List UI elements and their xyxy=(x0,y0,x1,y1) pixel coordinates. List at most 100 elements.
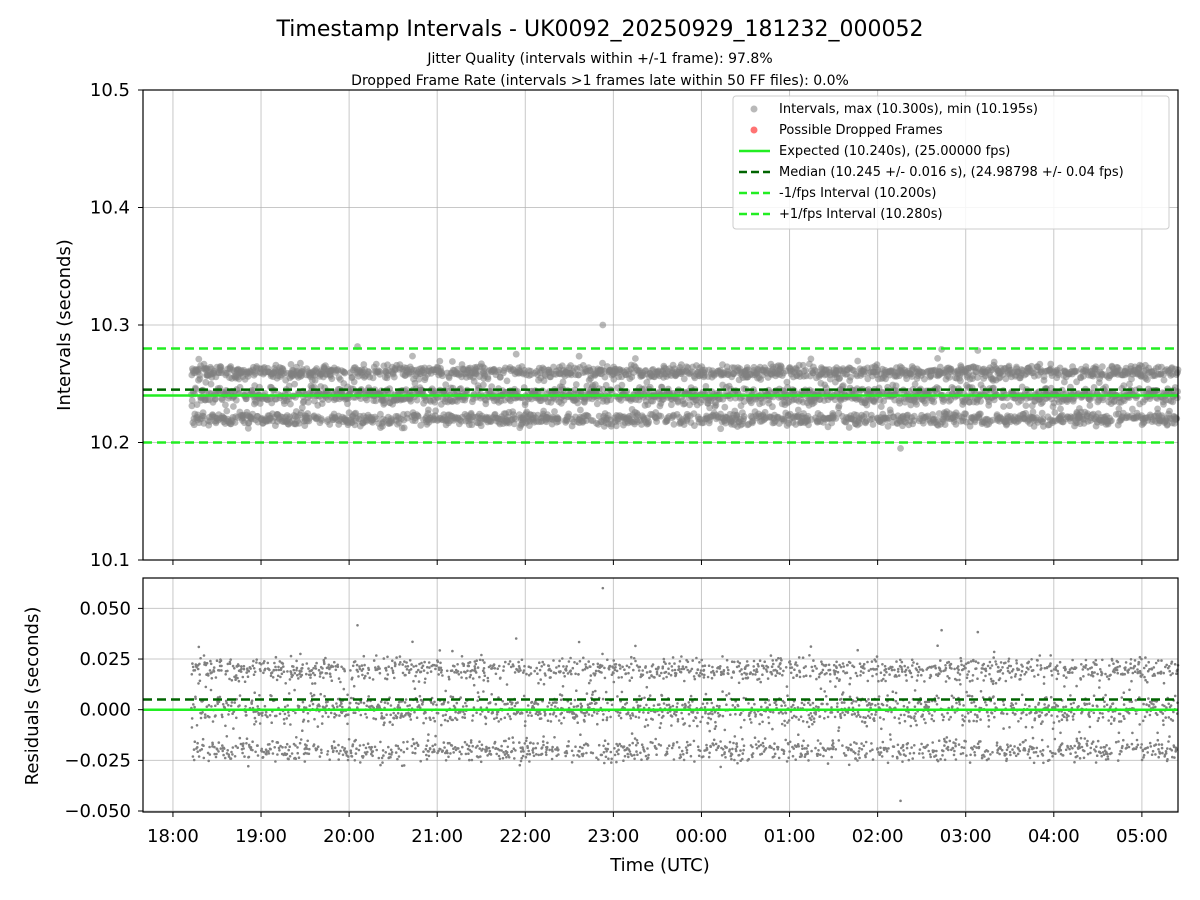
residual-point xyxy=(513,704,517,708)
residual-point xyxy=(421,703,424,706)
intervals-y-tick-label: 10.2 xyxy=(90,433,130,454)
residual-point xyxy=(307,667,310,670)
residual-point xyxy=(378,671,382,675)
residual-point xyxy=(500,744,503,748)
residual-point xyxy=(453,746,457,749)
interval-point xyxy=(442,381,450,388)
residual-point xyxy=(201,737,205,741)
residual-point xyxy=(540,665,543,668)
residual-point xyxy=(332,749,335,753)
interval-point xyxy=(575,352,583,360)
residual-point xyxy=(532,754,536,758)
residual-point xyxy=(544,712,547,716)
residual-point xyxy=(467,752,470,755)
residual-point xyxy=(445,669,449,673)
residual-point xyxy=(488,749,492,753)
residual-point xyxy=(426,671,429,675)
intervals-y-tick-label: 10.1 xyxy=(90,550,130,571)
residual-point xyxy=(191,755,195,758)
residual-point xyxy=(233,755,237,758)
residual-point xyxy=(413,710,416,714)
residual-point xyxy=(322,676,325,680)
residual-point xyxy=(296,751,300,755)
residual-point xyxy=(340,702,343,705)
interval-point xyxy=(1029,408,1037,416)
residual-point xyxy=(383,721,386,724)
residual-point xyxy=(210,705,213,708)
residual-point xyxy=(312,666,315,670)
residual-point xyxy=(296,746,299,749)
residual-point xyxy=(209,688,213,692)
residual-point xyxy=(259,669,262,673)
residual-point xyxy=(197,682,200,685)
residual-point xyxy=(193,705,196,709)
residual-point xyxy=(425,758,429,761)
residual-point xyxy=(476,691,480,694)
residual-point xyxy=(312,693,316,697)
residual-point xyxy=(513,757,516,760)
residual-point xyxy=(418,694,422,698)
residual-point xyxy=(362,654,366,658)
residual-point xyxy=(542,735,545,738)
residual-point xyxy=(505,683,509,686)
residual-point xyxy=(482,667,486,670)
interval-point xyxy=(341,369,349,377)
residual-point xyxy=(320,671,324,674)
residual-point xyxy=(427,754,431,758)
residual-point xyxy=(269,674,273,678)
residual-point xyxy=(402,764,406,767)
residual-point xyxy=(386,673,390,676)
residual-point xyxy=(314,667,318,670)
residual-point xyxy=(440,723,443,727)
residual-point xyxy=(297,705,301,708)
residual-point xyxy=(470,758,474,762)
residual-point xyxy=(359,713,363,717)
residual-point xyxy=(460,655,464,658)
residual-point xyxy=(251,664,255,668)
residual-point xyxy=(394,662,397,666)
interval-point xyxy=(653,418,660,425)
residual-point xyxy=(269,747,272,751)
residual-point xyxy=(190,717,194,720)
residual-point xyxy=(512,741,515,744)
residual-point xyxy=(532,747,535,750)
residual-point xyxy=(384,751,388,754)
interval-point xyxy=(417,422,425,429)
interval-point xyxy=(285,382,293,390)
residual-point xyxy=(419,759,423,763)
residual-point xyxy=(417,704,421,707)
residual-point xyxy=(288,745,292,748)
residual-point xyxy=(284,682,288,685)
residual-point xyxy=(548,748,551,752)
residual-point xyxy=(406,665,410,668)
residual-point xyxy=(351,676,354,680)
residual-point xyxy=(232,727,235,730)
residual-point xyxy=(256,744,259,747)
residual-point xyxy=(392,711,396,715)
residual-point xyxy=(520,658,524,661)
residual-point xyxy=(337,677,341,680)
residual-point xyxy=(312,743,316,746)
residual-point xyxy=(471,677,475,680)
interval-point xyxy=(376,370,384,378)
residual-point xyxy=(213,745,216,749)
residual-point xyxy=(243,755,246,758)
residual-point xyxy=(451,649,454,653)
residual-point xyxy=(274,760,277,763)
residual-point xyxy=(326,700,329,704)
residual-point xyxy=(324,656,327,660)
residual-point xyxy=(516,701,519,704)
residual-point xyxy=(482,690,485,693)
residual-point xyxy=(495,716,499,719)
residual-point xyxy=(307,752,311,756)
residual-point xyxy=(285,717,289,720)
residual-point xyxy=(230,679,234,682)
residual-point xyxy=(214,676,218,679)
intervals-x-ticks xyxy=(172,560,1143,565)
residual-point xyxy=(356,670,360,673)
interval-point xyxy=(977,410,984,418)
interval-point xyxy=(318,417,325,424)
residual-point xyxy=(462,663,466,666)
residual-point xyxy=(427,750,430,753)
residual-point xyxy=(289,723,292,726)
